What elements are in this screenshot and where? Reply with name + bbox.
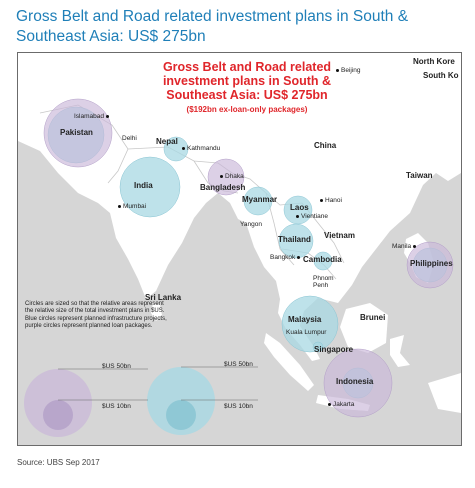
circle-philippines-loan (406, 241, 454, 289)
label-taiwan: Taiwan (406, 171, 433, 180)
label-pakistan: Pakistan (60, 128, 93, 137)
circle-pakistan-loan (43, 98, 113, 168)
city-phnom-penh-label: Phnom Penh (313, 275, 334, 289)
city-jakarta: Jakarta (326, 401, 354, 408)
circle-cambodia-infra (313, 251, 333, 271)
city-kuala-lumpur-label: Kuala Lumpur (286, 329, 327, 336)
map-note: Circles are sized so that the relative a… (25, 301, 167, 330)
land-taiwan (408, 161, 416, 179)
label-south-korea: South Ko (423, 71, 459, 80)
circle-myanmar-infra (243, 186, 273, 216)
map: Gross Belt and Road related investment p… (17, 52, 462, 446)
city-kathmandu-label: Kathmandu (187, 145, 221, 152)
legend-blue-10bn-label: $US 10bn (224, 403, 253, 410)
city-jakarta-label: Jakarta (333, 401, 355, 408)
legend-purple-50bn-label: $US 50bn (102, 363, 131, 370)
label-myanmar: Myanmar (242, 195, 278, 204)
city-dot (182, 146, 185, 150)
city-dot (413, 244, 417, 248)
page-title: Gross Belt and Road related investment p… (16, 8, 409, 45)
city-kuala-lumpur: Kuala Lumpur (286, 329, 326, 336)
label-vietnam: Vietnam (324, 231, 355, 240)
circle-bangladesh-loan (207, 158, 245, 196)
city-dhaka-label: Dhaka (225, 173, 244, 180)
city-phnom-penh: Phnom Penh (313, 275, 337, 289)
city-dot (336, 68, 339, 72)
label-singapore: Singapore (314, 345, 354, 354)
label-bangladesh: Bangladesh (200, 183, 246, 192)
city-mumbai-label: Mumbai (123, 203, 147, 210)
label-china: China (314, 141, 337, 150)
city-hanoi-label: Hanoi (325, 197, 342, 204)
city-beijing-label: Beijing (341, 67, 361, 74)
loan-circles (43, 98, 454, 418)
city-delhi-label: Delhi (122, 135, 137, 142)
label-nepal: Nepal (156, 137, 178, 146)
land-sri-lanka (151, 303, 162, 321)
map-inner-subtitle: ($192bn ex-loan-only packages) (186, 105, 308, 114)
city-islamabad-label: Islamabad (74, 113, 104, 120)
land-mainland-asia (18, 53, 461, 329)
circle-nepal-infra (163, 136, 189, 162)
city-vientiane-label: Vientiane (301, 213, 328, 220)
label-sri-lanka: Sri Lanka (145, 293, 182, 302)
label-brunei: Brunei (360, 313, 386, 322)
city-dot (297, 255, 301, 259)
city-beijing: Beijing (334, 67, 361, 74)
legend-blue-50bn-label: $US 50bn (224, 361, 253, 368)
label-thailand: Thailand (278, 235, 311, 244)
label-cambodia: Cambodia (303, 255, 342, 264)
city-yangon: Yangon (240, 221, 262, 228)
circle-india-infra (119, 156, 181, 218)
city-kathmandu: Kathmandu (180, 145, 220, 152)
legend-blue-10bn (166, 400, 196, 430)
circle-malaysia-infra (281, 295, 339, 353)
city-delhi: Delhi (122, 135, 137, 142)
city-hanoi: Hanoi (318, 197, 342, 204)
circle-thailand-infra (278, 223, 314, 259)
source-note: Source: UBS Sep 2017 (17, 458, 100, 467)
city-dot (118, 204, 121, 208)
label-malaysia: Malaysia (288, 315, 322, 324)
map-inner-title: Gross Belt and Road related investment p… (162, 60, 332, 102)
land-sulawesi (390, 335, 410, 367)
city-dot (106, 114, 109, 118)
label-north-korea: North Kore (413, 57, 455, 66)
city-dot (220, 174, 223, 178)
land-korea (426, 53, 461, 97)
land-new-guinea (428, 373, 461, 413)
city-islamabad: Islamabad (74, 113, 111, 120)
city-manila: Manila (392, 243, 418, 250)
legend-purple-10bn-label: $US 10bn (102, 403, 131, 410)
city-dot (320, 198, 323, 202)
circle-indonesia-loan (323, 348, 393, 418)
city-bangkok-label: Bangkok (270, 254, 296, 261)
label-indonesia: Indonesia (336, 377, 374, 386)
city-yangon-label: Yangon (240, 221, 262, 228)
city-mumbai: Mumbai (116, 203, 146, 210)
legend-purple-10bn (43, 400, 73, 430)
city-dot (296, 214, 299, 218)
label-philippines: Philippines (410, 259, 453, 268)
map-graphic (18, 53, 461, 437)
circle-singapore-infra (312, 341, 324, 353)
city-manila-label: Manila (392, 243, 412, 250)
city-dot (328, 402, 331, 406)
label-india: India (134, 181, 153, 190)
city-vientiane: Vientiane (294, 213, 328, 220)
land-sumatra (264, 333, 314, 391)
land-borneo (340, 303, 388, 353)
label-laos: Laos (290, 203, 309, 212)
city-bangkok: Bangkok (270, 254, 302, 261)
city-dhaka: Dhaka (218, 173, 244, 180)
legend-circles (24, 366, 258, 437)
